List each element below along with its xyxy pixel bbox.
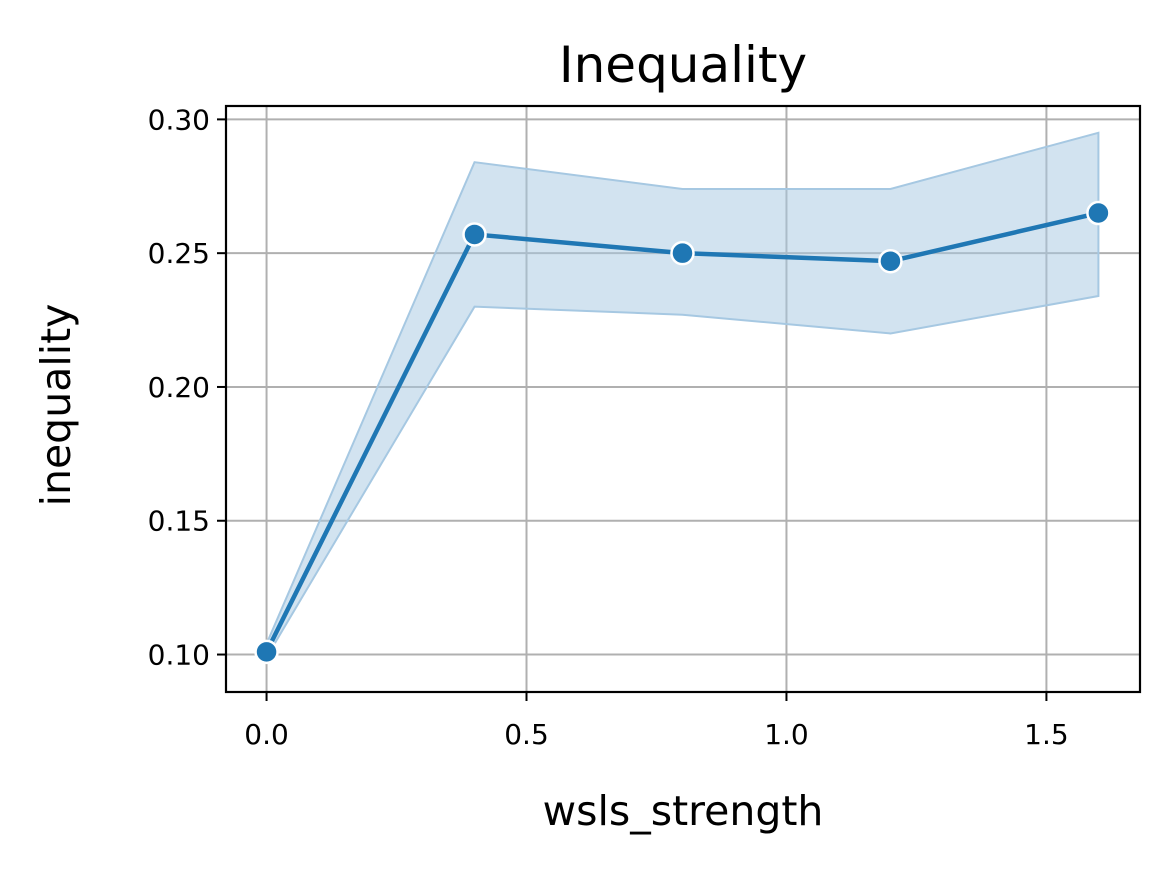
data-points: [254, 200, 1111, 665]
chart-title: Inequality: [559, 36, 807, 94]
data-point: [670, 240, 695, 266]
confidence-band-layer: [265, 131, 1100, 661]
x-tick-label: 1.5: [1024, 718, 1069, 751]
data-point: [1086, 200, 1111, 226]
y-tick-label: 0.15: [148, 505, 210, 538]
data-point: [878, 248, 903, 274]
y-tick-label: 0.25: [148, 237, 210, 270]
y-tick-label: 0.20: [148, 371, 210, 404]
x-tick-label: 1.0: [764, 718, 809, 751]
x-axis-label: wsls_strength: [543, 787, 824, 835]
y-tick-label: 0.30: [148, 103, 210, 136]
x-tick-label: 0.0: [244, 718, 289, 751]
y-axis-label: inequality: [32, 304, 80, 507]
data-point: [462, 222, 487, 247]
x-tick-label: 0.5: [504, 718, 549, 751]
y-tick-label: 0.10: [148, 639, 210, 672]
y-axis-ticks: 0.10 0.15 0.20 0.25 0.30: [148, 103, 226, 672]
x-axis-ticks: 0.0 0.5 1.0 1.5: [244, 692, 1069, 751]
plot-frame: [224, 104, 1142, 694]
data-point: [254, 639, 279, 665]
confidence-band: [265, 131, 1100, 661]
